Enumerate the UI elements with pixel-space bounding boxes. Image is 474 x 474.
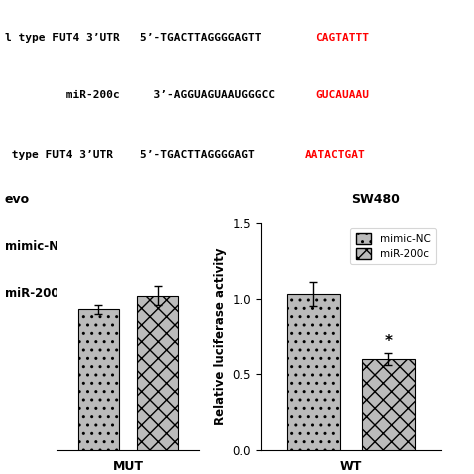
Text: type FUT4 3’UTR    5’-TGACTTAGGGGAGT: type FUT4 3’UTR 5’-TGACTTAGGGGAGT bbox=[5, 150, 255, 161]
Bar bbox=[78, 309, 119, 450]
Text: SW480: SW480 bbox=[351, 192, 400, 206]
Text: GUCAUAAU: GUCAUAAU bbox=[315, 90, 369, 100]
Text: miR-200c     3’-AGGUAGUAAUGGGCC: miR-200c 3’-AGGUAGUAAUGGGCC bbox=[5, 90, 275, 100]
Y-axis label: Relative luciferase activity: Relative luciferase activity bbox=[214, 248, 227, 425]
Bar bbox=[287, 294, 339, 450]
Bar bbox=[362, 359, 415, 450]
Text: AATACTGAT: AATACTGAT bbox=[305, 150, 366, 161]
Text: mimic-NC: mimic-NC bbox=[5, 240, 68, 253]
Text: *: * bbox=[384, 334, 392, 349]
Text: evo: evo bbox=[5, 192, 30, 206]
Text: miR-200c: miR-200c bbox=[5, 287, 66, 301]
Text: l type FUT4 3’UTR   5’-TGACTTAGGGGAGTT: l type FUT4 3’UTR 5’-TGACTTAGGGGAGTT bbox=[5, 33, 261, 43]
Bar bbox=[137, 296, 178, 450]
Text: CAGTATTT: CAGTATTT bbox=[315, 33, 369, 43]
Legend: mimic-NC, miR-200c: mimic-NC, miR-200c bbox=[350, 228, 436, 264]
